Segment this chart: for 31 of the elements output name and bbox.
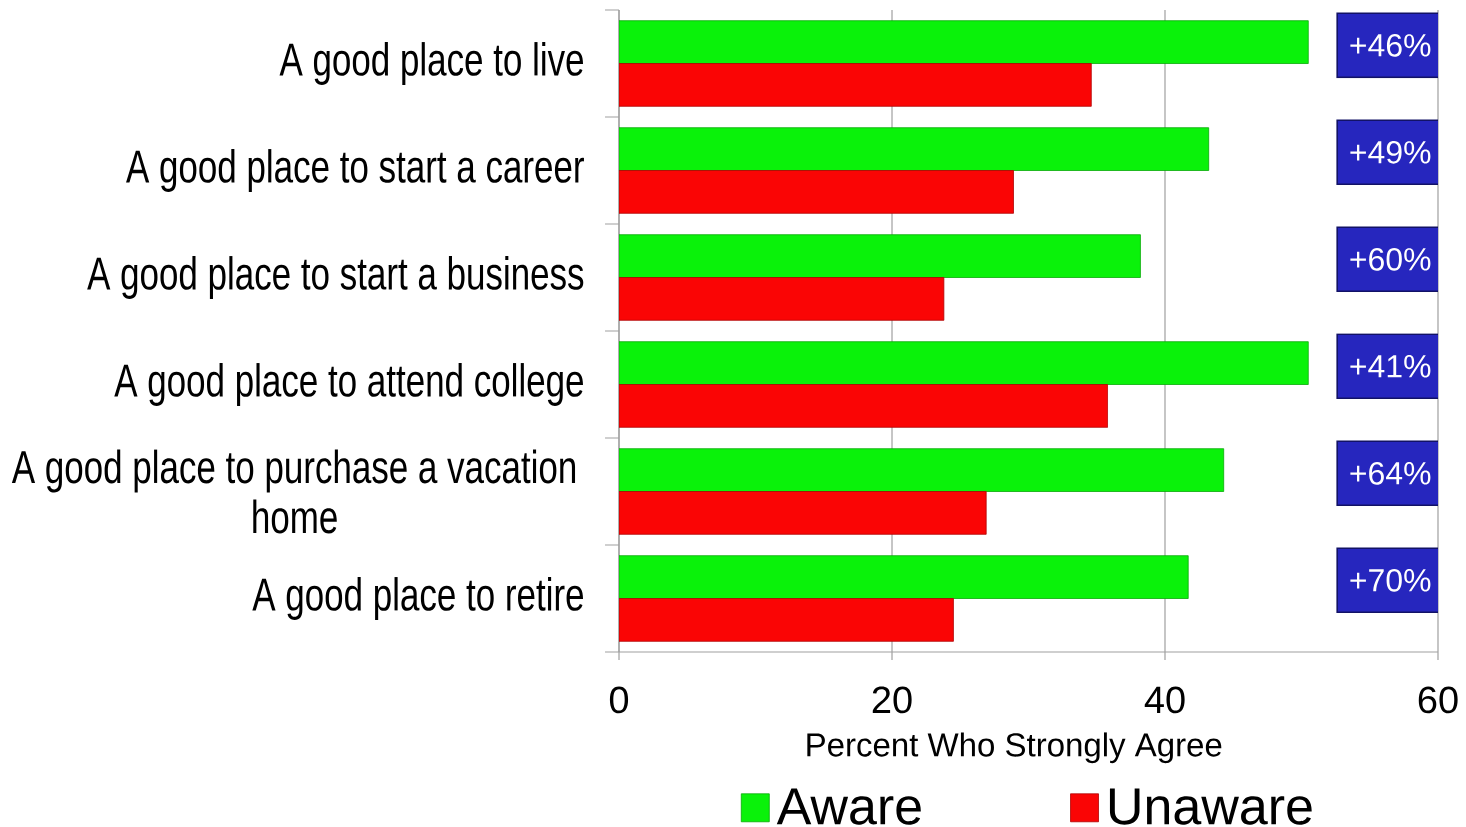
bar (619, 598, 954, 642)
bar (619, 127, 1210, 171)
bar (619, 555, 1189, 599)
bar (619, 341, 1309, 385)
y-tick-label: A good place to start a career (126, 149, 584, 192)
y-tick-label: A good place to start a business (87, 256, 584, 299)
bar (619, 63, 1092, 107)
annotation: +41% (1350, 355, 1431, 378)
legend-label: Unaware (1109, 788, 1312, 825)
y-tick-label: A good place to retire (252, 577, 583, 620)
x-tick-label: 60 (1418, 686, 1458, 714)
y-tick-label: A good place to purchase a vacation home (11, 449, 576, 534)
x-tick-label: 40 (1144, 686, 1185, 714)
x-tick-label: 20 (872, 686, 912, 714)
x-tick-label: 0 (609, 686, 629, 714)
annotation: +70% (1350, 569, 1431, 592)
bar (619, 20, 1309, 64)
annotation: +49% (1350, 141, 1431, 164)
bar (619, 384, 1109, 428)
annotation: +64% (1350, 462, 1431, 485)
annotation: +46% (1350, 34, 1431, 57)
y-tick-label: A good place to attend college (114, 363, 583, 406)
bar (619, 277, 945, 321)
bar (619, 491, 987, 535)
legend-label: Aware (776, 788, 921, 825)
bar (619, 170, 1014, 214)
y-tick-label: A good place to live (279, 42, 583, 85)
x-axis-title: Percent Who Strongly Agree (807, 732, 1222, 764)
annotation: +60% (1350, 248, 1431, 271)
bar (619, 234, 1141, 278)
bar (619, 448, 1225, 492)
